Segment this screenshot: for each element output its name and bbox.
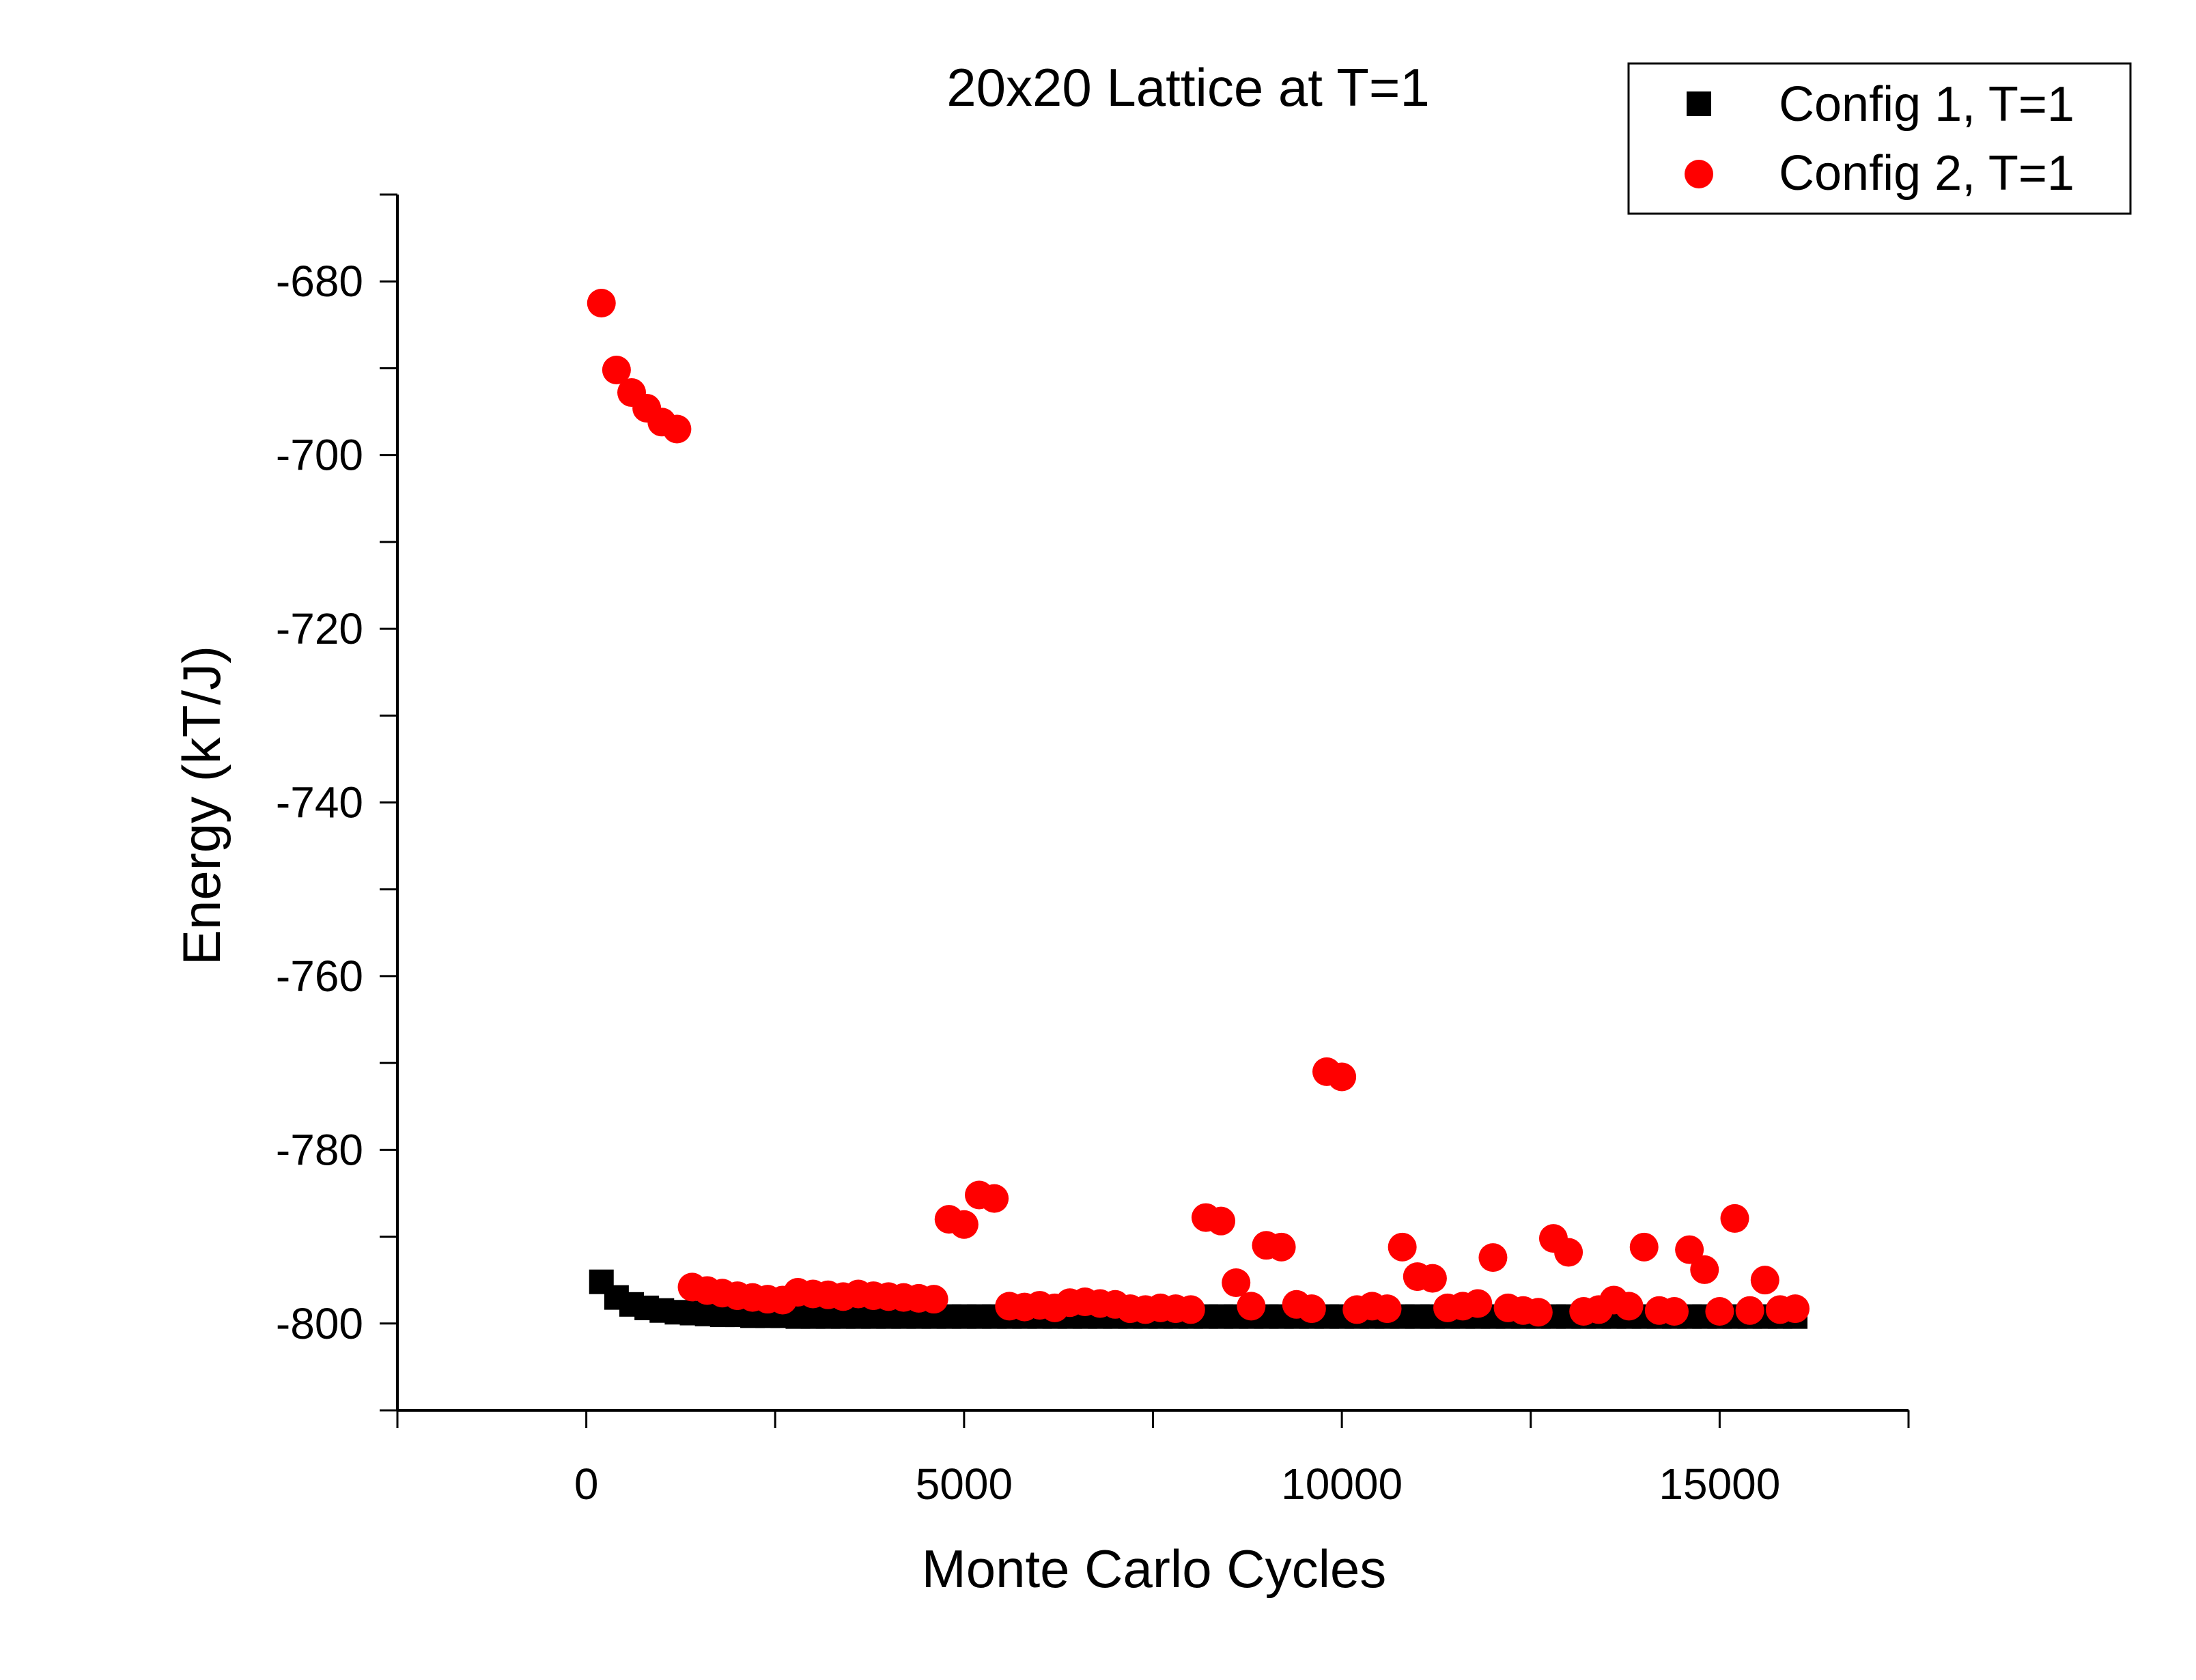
data-point bbox=[1267, 1232, 1296, 1262]
data-point bbox=[1554, 1238, 1583, 1267]
data-point bbox=[1659, 1296, 1689, 1326]
data-point bbox=[1735, 1296, 1764, 1325]
chart-title: 20x20 Lattice at T=1 bbox=[946, 57, 1430, 117]
data-point bbox=[662, 414, 692, 444]
y-tick-label: -740 bbox=[276, 778, 363, 827]
data-point bbox=[587, 289, 616, 318]
legend: Config 1, T=1 Config 2, T=1 bbox=[1627, 62, 2132, 215]
data-point bbox=[1720, 1204, 1749, 1233]
data-point bbox=[1781, 1294, 1810, 1324]
data-point bbox=[949, 1210, 979, 1239]
legend-label-config-2: Config 2, T=1 bbox=[1779, 146, 2074, 201]
legend-label-config-1: Config 1, T=1 bbox=[1779, 77, 2074, 132]
data-point bbox=[602, 355, 631, 384]
data-point bbox=[1176, 1295, 1205, 1324]
y-tick-label: -680 bbox=[276, 257, 363, 306]
data-point bbox=[1372, 1294, 1402, 1324]
x-tick-label: 0 bbox=[574, 1460, 599, 1509]
data-point bbox=[1478, 1243, 1508, 1272]
y-tick-label: -700 bbox=[276, 431, 363, 480]
y-axis-ticks: -680 -700 -720 -740 -760 -780 -800 bbox=[276, 193, 397, 1412]
legend-box bbox=[1627, 62, 2132, 215]
data-point bbox=[1463, 1289, 1493, 1318]
data-point bbox=[1297, 1294, 1326, 1324]
x-axis-ticks: 0 5000 10000 15000 bbox=[396, 1410, 1910, 1509]
data-point bbox=[980, 1184, 1009, 1213]
y-axis-label: Energy (kT/J) bbox=[171, 646, 231, 965]
data-point bbox=[1690, 1255, 1719, 1284]
x-tick-label: 5000 bbox=[916, 1460, 1013, 1509]
data-point bbox=[1629, 1232, 1659, 1262]
data-point bbox=[919, 1285, 948, 1314]
data-point bbox=[1523, 1298, 1553, 1327]
legend-marker-config-1 bbox=[1687, 91, 1711, 116]
data-point bbox=[1675, 1235, 1704, 1264]
data-point bbox=[1327, 1062, 1357, 1092]
x-axis-label: Monte Carlo Cycles bbox=[922, 1539, 1387, 1599]
data-point bbox=[1418, 1264, 1447, 1293]
data-series bbox=[587, 289, 1810, 1329]
data-point bbox=[1750, 1266, 1779, 1295]
series-2 bbox=[587, 289, 1810, 1327]
y-tick-label: -760 bbox=[276, 952, 363, 1001]
y-tick-label: -720 bbox=[276, 604, 363, 653]
data-point bbox=[1705, 1296, 1734, 1326]
x-tick-label: 15000 bbox=[1659, 1460, 1780, 1509]
data-point bbox=[1388, 1232, 1417, 1262]
legend-marker-config-2 bbox=[1685, 160, 1713, 188]
data-point bbox=[1237, 1292, 1266, 1321]
x-tick-label: 10000 bbox=[1281, 1460, 1403, 1509]
y-tick-label: -780 bbox=[276, 1125, 363, 1174]
data-point bbox=[1614, 1292, 1644, 1321]
data-point bbox=[1207, 1206, 1236, 1236]
data-point bbox=[1222, 1268, 1251, 1297]
y-tick-label: -800 bbox=[276, 1299, 363, 1348]
